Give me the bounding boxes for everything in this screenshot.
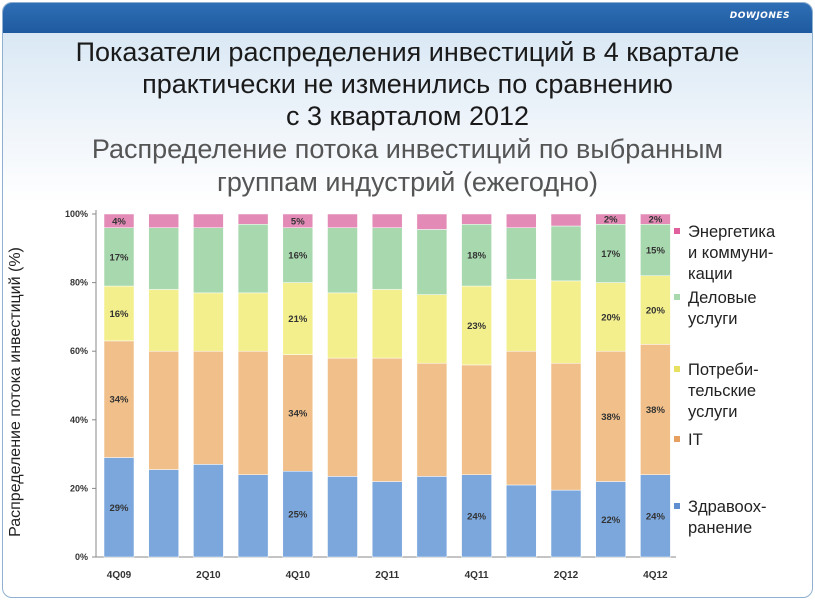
brand-logo: DOWJONES bbox=[729, 11, 790, 21]
title-line-2: практически не изменились по сравнению bbox=[142, 69, 673, 99]
legend-label-line: кации bbox=[688, 265, 733, 283]
legend-label-line: Энергетика bbox=[688, 223, 776, 241]
legend-item: Здравоох-ранение bbox=[674, 497, 813, 539]
legend-swatch bbox=[674, 436, 680, 442]
legend-item: Деловые услуги bbox=[674, 288, 813, 330]
title-line-1: Показатели распределения инвестиций в 4 … bbox=[75, 37, 740, 67]
legend-item: Энергетика и коммуни-кации bbox=[674, 222, 813, 285]
subtitle-line-1: Распределение потока инвестиций по выбра… bbox=[91, 134, 724, 164]
legend-label-line: IT bbox=[688, 431, 703, 449]
title-line-3: с 3 кварталом 2012 bbox=[285, 101, 530, 131]
legend-label-line: Здравоох- bbox=[688, 498, 767, 516]
legend-swatch bbox=[674, 366, 680, 372]
legend-label-line: услуги bbox=[688, 310, 738, 328]
legend-label-line: Деловые bbox=[688, 289, 757, 307]
legend-label-line: Потреби- bbox=[688, 361, 759, 379]
subtitle-line-2: группам индустрий (ежегодно) bbox=[216, 167, 598, 197]
legend-label-line: ранение bbox=[688, 519, 753, 537]
y-axis-label: Распределение потока инвестиций (%) bbox=[7, 247, 24, 537]
legend-item: IT bbox=[674, 430, 813, 451]
top-banner: DOWJONES bbox=[3, 3, 812, 33]
legend-label-line: тельские bbox=[688, 382, 757, 400]
legend-swatch bbox=[674, 294, 680, 300]
legend-label-line: услуги bbox=[688, 403, 738, 421]
legend-swatch bbox=[674, 503, 680, 509]
legend-item: Потреби-тельские услуги bbox=[674, 360, 813, 423]
legend-label-line: и коммуни- bbox=[688, 244, 774, 262]
legend-swatch bbox=[674, 228, 680, 234]
